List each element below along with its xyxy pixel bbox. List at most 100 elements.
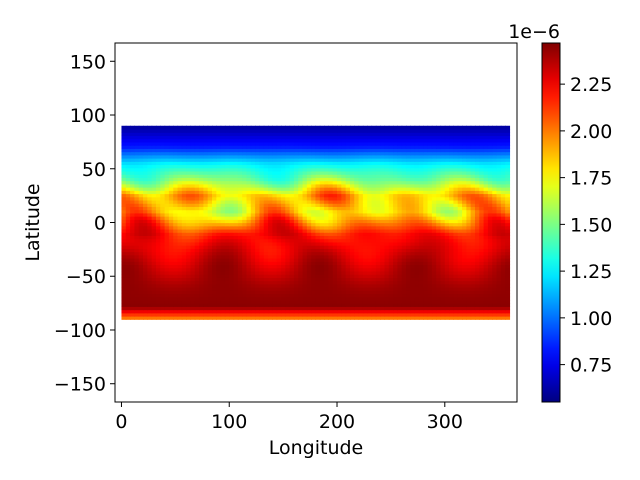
heatmap-cell — [315, 232, 321, 236]
heatmap-cell — [298, 196, 304, 201]
heatmap-cell — [414, 270, 420, 275]
heatmap-cell — [194, 203, 200, 207]
heatmap-cell — [207, 232, 213, 236]
heatmap-cell — [384, 248, 390, 253]
heatmap-cell — [203, 232, 209, 236]
heatmap-cell — [479, 193, 485, 198]
heatmap-cell — [401, 177, 407, 182]
heatmap-cell — [212, 254, 217, 259]
heatmap-cell — [246, 177, 252, 182]
heatmap-cell — [280, 154, 286, 159]
heatmap-cell — [125, 248, 131, 253]
heatmap-cell — [462, 303, 467, 307]
heatmap-cell — [134, 161, 140, 166]
heatmap-cell — [242, 199, 248, 204]
heatmap-cell — [431, 309, 437, 314]
heatmap-cell — [306, 177, 312, 182]
heatmap-cell — [487, 264, 493, 269]
heatmap-cell — [207, 238, 213, 243]
heatmap-cell — [280, 264, 286, 269]
heatmap-cell — [457, 219, 463, 224]
heatmap-cell — [181, 141, 187, 146]
heatmap-cell — [449, 212, 455, 217]
heatmap-cell — [470, 222, 476, 227]
heatmap-cell — [410, 257, 416, 262]
heatmap-cell — [349, 270, 355, 275]
heatmap-cell — [358, 235, 364, 240]
heatmap-cell — [324, 299, 329, 304]
heatmap-cell — [474, 245, 480, 249]
heatmap-cell — [177, 222, 183, 227]
heatmap-cell — [388, 309, 394, 314]
heatmap-cell — [345, 151, 351, 156]
heatmap-cell — [164, 293, 170, 298]
heatmap-cell — [371, 312, 377, 317]
heatmap-cell — [436, 316, 442, 320]
heatmap-cell — [345, 296, 351, 301]
heatmap-cell — [367, 174, 373, 178]
heatmap-cell — [401, 254, 407, 259]
heatmap-cell — [302, 309, 308, 314]
heatmap-cell — [362, 280, 368, 285]
heatmap-cell — [233, 228, 239, 233]
heatmap-cell — [453, 209, 459, 214]
heatmap-cell — [341, 316, 347, 320]
heatmap-cell — [496, 290, 502, 295]
heatmap-cell — [263, 235, 269, 240]
heatmap-cell — [306, 225, 312, 230]
heatmap-cell — [237, 299, 243, 304]
heatmap-cell — [224, 164, 230, 169]
heatmap-cell — [358, 312, 364, 317]
heatmap-cell — [388, 280, 394, 285]
heatmap-cell — [462, 203, 467, 207]
heatmap-cell — [375, 193, 381, 198]
heatmap-cell — [130, 158, 135, 162]
heatmap-cell — [173, 228, 179, 233]
heatmap-cell — [427, 216, 433, 220]
heatmap-cell — [362, 251, 368, 256]
heatmap-cell — [358, 206, 364, 211]
heatmap-cell — [216, 261, 222, 266]
heatmap-cell — [164, 245, 170, 249]
heatmap-cell — [143, 299, 148, 304]
heatmap-cell — [224, 154, 230, 159]
heatmap-cell — [233, 145, 239, 149]
heatmap-cell — [276, 174, 282, 178]
heatmap-cell — [121, 238, 127, 243]
heatmap-cell — [457, 190, 463, 195]
heatmap-cell — [362, 267, 368, 272]
heatmap-cell — [263, 277, 269, 282]
heatmap-cell — [401, 154, 407, 159]
heatmap-cell — [470, 248, 476, 253]
heatmap-cell — [190, 148, 196, 153]
heatmap-cell — [280, 151, 286, 156]
heatmap-cell — [147, 312, 153, 317]
heatmap-cell — [173, 141, 179, 146]
heatmap-cell — [337, 309, 342, 314]
heatmap-cell — [160, 148, 166, 153]
heatmap-cell — [466, 248, 472, 253]
heatmap-cell — [337, 283, 342, 288]
heatmap-cell — [203, 280, 209, 285]
heatmap-cell — [177, 193, 183, 198]
heatmap-cell — [440, 206, 446, 211]
heatmap-cell — [410, 245, 416, 249]
heatmap-cell — [375, 216, 381, 220]
heatmap-cell — [207, 170, 213, 175]
heatmap-cell — [487, 257, 493, 262]
heatmap-cell — [276, 219, 282, 224]
heatmap-cell — [190, 158, 196, 162]
heatmap-cell — [168, 257, 174, 262]
heatmap-cell — [418, 212, 424, 217]
heatmap-cell — [298, 222, 304, 227]
heatmap-cell — [276, 254, 282, 259]
heatmap-cell — [319, 151, 325, 156]
heatmap-cell — [155, 183, 161, 188]
heatmap-cell — [401, 161, 407, 166]
heatmap-cell — [160, 286, 166, 291]
heatmap-cell — [272, 261, 278, 266]
heatmap-cell — [160, 235, 166, 240]
heatmap-cell — [418, 261, 424, 266]
heatmap-cell — [190, 248, 196, 253]
heatmap-cell — [190, 235, 196, 240]
